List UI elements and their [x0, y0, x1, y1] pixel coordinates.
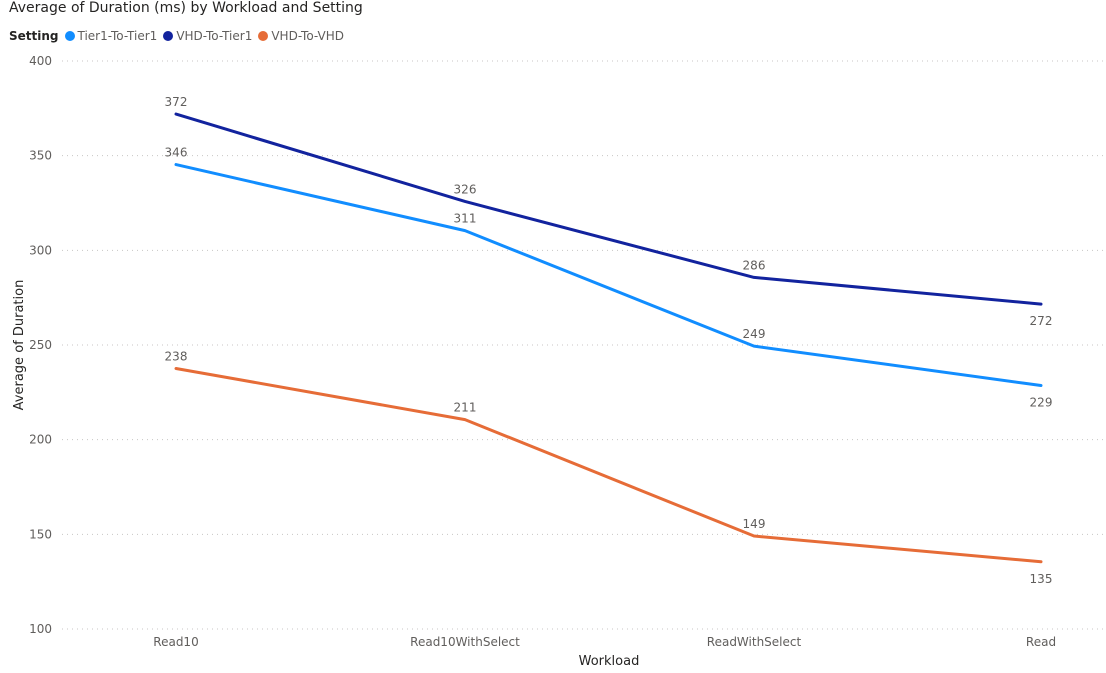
data-label: 372 [165, 95, 188, 109]
series-line[interactable] [174, 163, 1043, 388]
y-tick-label: 300 [29, 243, 52, 257]
legend-item-vhd-to-tier1[interactable]: VHD-To-Tier1 [163, 29, 252, 43]
legend-title: Setting [9, 29, 59, 43]
data-label: 286 [743, 258, 766, 272]
data-label: 249 [743, 327, 766, 341]
y-axis-ticks: 100 150 200 250 300 350 400 [29, 54, 52, 636]
y-tick-label: 100 [29, 622, 52, 636]
y-tick-label: 150 [29, 527, 52, 541]
data-label: 272 [1030, 314, 1053, 328]
series-line[interactable] [174, 366, 1043, 564]
data-label: 135 [1030, 572, 1053, 586]
series-lines [174, 112, 1043, 564]
x-tick-label: Read10 [153, 635, 198, 649]
data-label: 238 [165, 349, 188, 363]
x-axis-ticks: Read10 Read10WithSelect ReadWithSelect Read [153, 635, 1056, 649]
x-tick-label: Read [1026, 635, 1056, 649]
x-tick-label: ReadWithSelect [707, 635, 802, 649]
data-label: 229 [1030, 396, 1053, 410]
data-label: 346 [165, 146, 188, 160]
legend-swatch-icon [64, 31, 75, 41]
y-tick-label: 400 [29, 54, 52, 68]
x-axis-title: Workload [579, 654, 640, 669]
legend-label: VHD-To-Tier1 [176, 29, 253, 43]
x-tick-label: Read10WithSelect [410, 635, 520, 649]
legend-label: VHD-To-VHD [271, 29, 344, 43]
data-labels: 346 311 249 229 372 326 286 272 238 211 149 135 [165, 95, 1053, 586]
data-label: 211 [454, 401, 477, 415]
data-label: 311 [454, 212, 477, 226]
y-axis-title: Average of Duration [12, 280, 27, 411]
legend-swatch-icon [163, 31, 174, 41]
legend-label: Tier1-To-Tier1 [77, 29, 158, 43]
gridlines [62, 60, 1106, 630]
chart-title: Average of Duration (ms) by Workload and… [9, 0, 363, 16]
legend-item-vhd-to-vhd[interactable]: VHD-To-VHD [258, 29, 344, 43]
y-tick-label: 200 [29, 433, 52, 447]
legend-item-tier1-to-tier1[interactable]: Tier1-To-Tier1 [64, 29, 158, 43]
y-tick-label: 250 [29, 338, 52, 352]
legend: Setting Tier1-To-Tier1 VHD-To-Tier1 VHD-… [9, 29, 350, 43]
series-line[interactable] [174, 112, 1043, 306]
data-label: 326 [454, 182, 477, 196]
legend-swatch-icon [258, 31, 269, 41]
y-tick-label: 350 [29, 149, 52, 163]
data-label: 149 [743, 517, 766, 531]
